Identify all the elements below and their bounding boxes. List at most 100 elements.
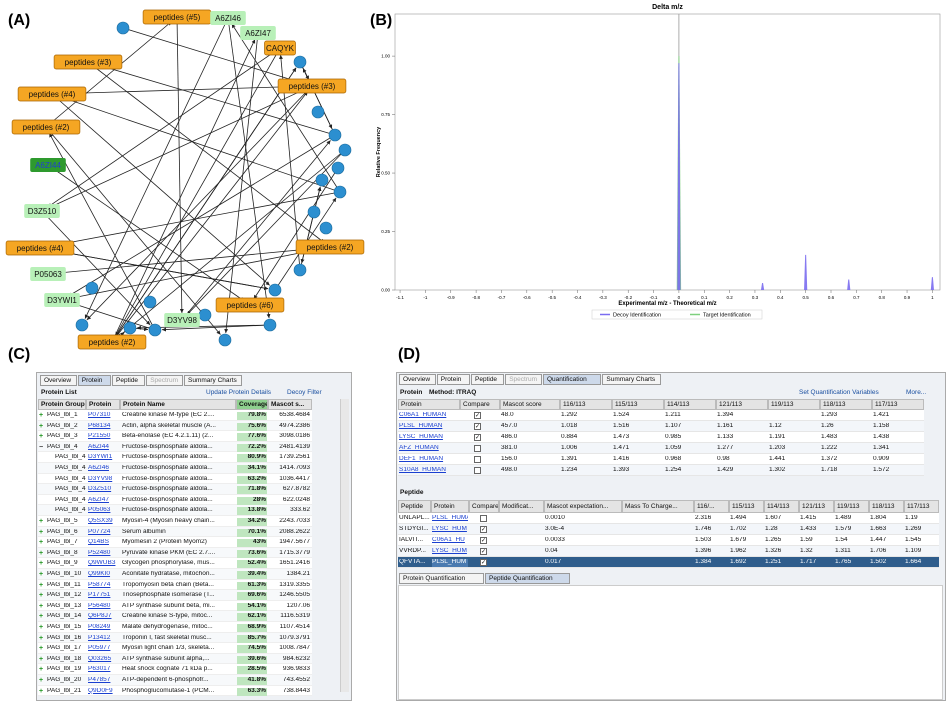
column-header[interactable]: Protein Group ID <box>38 399 86 410</box>
cell: Malate dehydrogenase, mitoc... <box>121 624 235 632</box>
cell: 1.191 <box>769 434 819 442</box>
checkbox[interactable]: ✓ <box>474 412 481 419</box>
column-header[interactable]: 115/113 <box>729 500 764 513</box>
x-tick-label: -0.5 <box>548 295 556 300</box>
link[interactable]: Set Quantification Variables <box>798 389 898 398</box>
checkbox[interactable] <box>480 515 487 522</box>
cell: PLSL_HUMA <box>432 515 468 523</box>
x-tick-label: -0.7 <box>498 295 506 300</box>
section-title: Protein List <box>40 389 120 398</box>
expand-icon: + <box>39 592 45 599</box>
cell: 1.393 <box>613 467 663 475</box>
checkbox[interactable] <box>474 456 481 463</box>
tab[interactable]: Protein <box>78 375 111 386</box>
edge <box>226 33 258 333</box>
column-header[interactable]: 116/113 <box>560 399 612 410</box>
node <box>329 129 341 141</box>
cell: 1.326 <box>765 548 798 556</box>
column-header[interactable]: Compare <box>460 399 500 410</box>
link[interactable]: More... <box>905 389 935 398</box>
cell: PAG_lbl_15 <box>46 624 86 632</box>
column-header[interactable]: Protein <box>86 399 120 410</box>
column-header[interactable]: 118/113 <box>869 500 904 513</box>
tab[interactable]: Peptide <box>112 375 145 386</box>
x-tick-label: 0.8 <box>879 295 886 300</box>
column-header[interactable]: Protein <box>431 500 469 513</box>
tab[interactable]: Overview <box>399 374 436 385</box>
cell: Q9WUB3 <box>87 560 119 568</box>
cell: 74.5% <box>237 645 267 653</box>
checkbox[interactable]: ✓ <box>474 423 481 430</box>
button[interactable]: Decoy Filter <box>286 389 331 398</box>
column-header[interactable]: Protein Name <box>120 399 236 410</box>
expand-icon: + <box>39 635 45 642</box>
column-header[interactable]: 121/113 <box>716 399 768 410</box>
cell: Fructose-bisphosphate aldola... <box>121 444 235 452</box>
column-header[interactable]: 119/113 <box>768 399 820 410</box>
tab[interactable]: Peptide <box>471 374 504 385</box>
column-header[interactable]: 117/113 <box>872 399 924 410</box>
node <box>199 309 211 321</box>
edge <box>48 165 244 301</box>
column-header[interactable]: Mascot s... <box>268 399 312 410</box>
cell: 2.316 <box>695 515 728 523</box>
cell: 1079.3791 <box>269 635 311 643</box>
column-header[interactable]: 117/113 <box>904 500 939 513</box>
column-header[interactable]: Coverage <box>236 399 268 410</box>
cell: 1947.5677 <box>269 539 311 547</box>
cell: 1.251 <box>765 559 798 567</box>
cell: 80.9% <box>237 454 267 462</box>
node <box>312 106 324 118</box>
tab[interactable]: Summary Charts <box>602 374 660 385</box>
tab[interactable]: Spectrum <box>505 374 542 385</box>
cell: Triosephosphate isomerase (T... <box>121 592 235 600</box>
cell: 1319.3355 <box>269 582 311 590</box>
tab[interactable]: Quantification <box>543 374 601 385</box>
checkbox[interactable]: ✓ <box>480 537 487 544</box>
column-header[interactable]: 114/113 <box>664 399 716 410</box>
column-header[interactable]: 118/113 <box>820 399 872 410</box>
checkbox[interactable]: ✓ <box>480 548 487 555</box>
column-header[interactable]: Protein <box>398 399 460 410</box>
cell: P52480 <box>87 550 119 558</box>
column-header[interactable]: 114/113 <box>764 500 799 513</box>
panel-label: (D) <box>398 346 420 364</box>
checkbox[interactable] <box>474 445 481 452</box>
cell: Q6P8J7 <box>87 613 119 621</box>
tab[interactable]: Protein Quantification <box>399 573 484 584</box>
cell: PAG_lbl_13 <box>46 603 86 611</box>
cell: PAG_lbl_2 <box>46 423 86 431</box>
cell: 3.0E-4 <box>545 526 621 534</box>
figure: peptides (#3)peptides (#5)A6ZI46A6ZI47CA… <box>0 0 951 701</box>
checkbox[interactable] <box>474 467 481 474</box>
expand-icon: + <box>39 423 45 430</box>
column-header[interactable]: Modificat... <box>499 500 544 513</box>
cell: 1.502 <box>870 559 903 567</box>
node-label: A6ZI44 <box>35 161 61 170</box>
cell: P05977 <box>87 645 119 653</box>
column-header[interactable]: 115/113 <box>612 399 664 410</box>
y-tick-label: 0.25 <box>381 229 390 234</box>
column-header[interactable]: Compare <box>469 500 499 513</box>
column-header[interactable]: 116/... <box>694 500 729 513</box>
checkbox[interactable]: ✓ <box>480 526 487 533</box>
checkbox[interactable]: ✓ <box>480 559 487 566</box>
tab[interactable]: Summary Charts <box>184 375 242 386</box>
expand-icon: + <box>39 433 45 440</box>
column-header[interactable]: 119/113 <box>834 500 869 513</box>
column-header[interactable]: Mascot score <box>500 399 560 410</box>
button[interactable]: Update Protein Details <box>205 389 285 398</box>
column-header[interactable]: Mass To Charge... <box>622 500 694 513</box>
cell: ATP-dependent 6-phosphofr... <box>121 677 235 685</box>
tab[interactable]: Overview <box>40 375 77 386</box>
tab[interactable]: Protein <box>437 374 470 385</box>
tab[interactable]: Peptide Quantification <box>485 573 570 584</box>
cell: 1.396 <box>695 548 728 556</box>
column-header[interactable]: Peptide <box>398 500 431 513</box>
column-header[interactable]: 121/113 <box>799 500 834 513</box>
checkbox[interactable]: ✓ <box>474 434 481 441</box>
tab[interactable]: Spectrum <box>146 375 183 386</box>
node-label: CAQYK <box>266 44 295 53</box>
column-header[interactable]: Mascot expectation... <box>544 500 622 513</box>
expand-icon: + <box>39 656 45 663</box>
